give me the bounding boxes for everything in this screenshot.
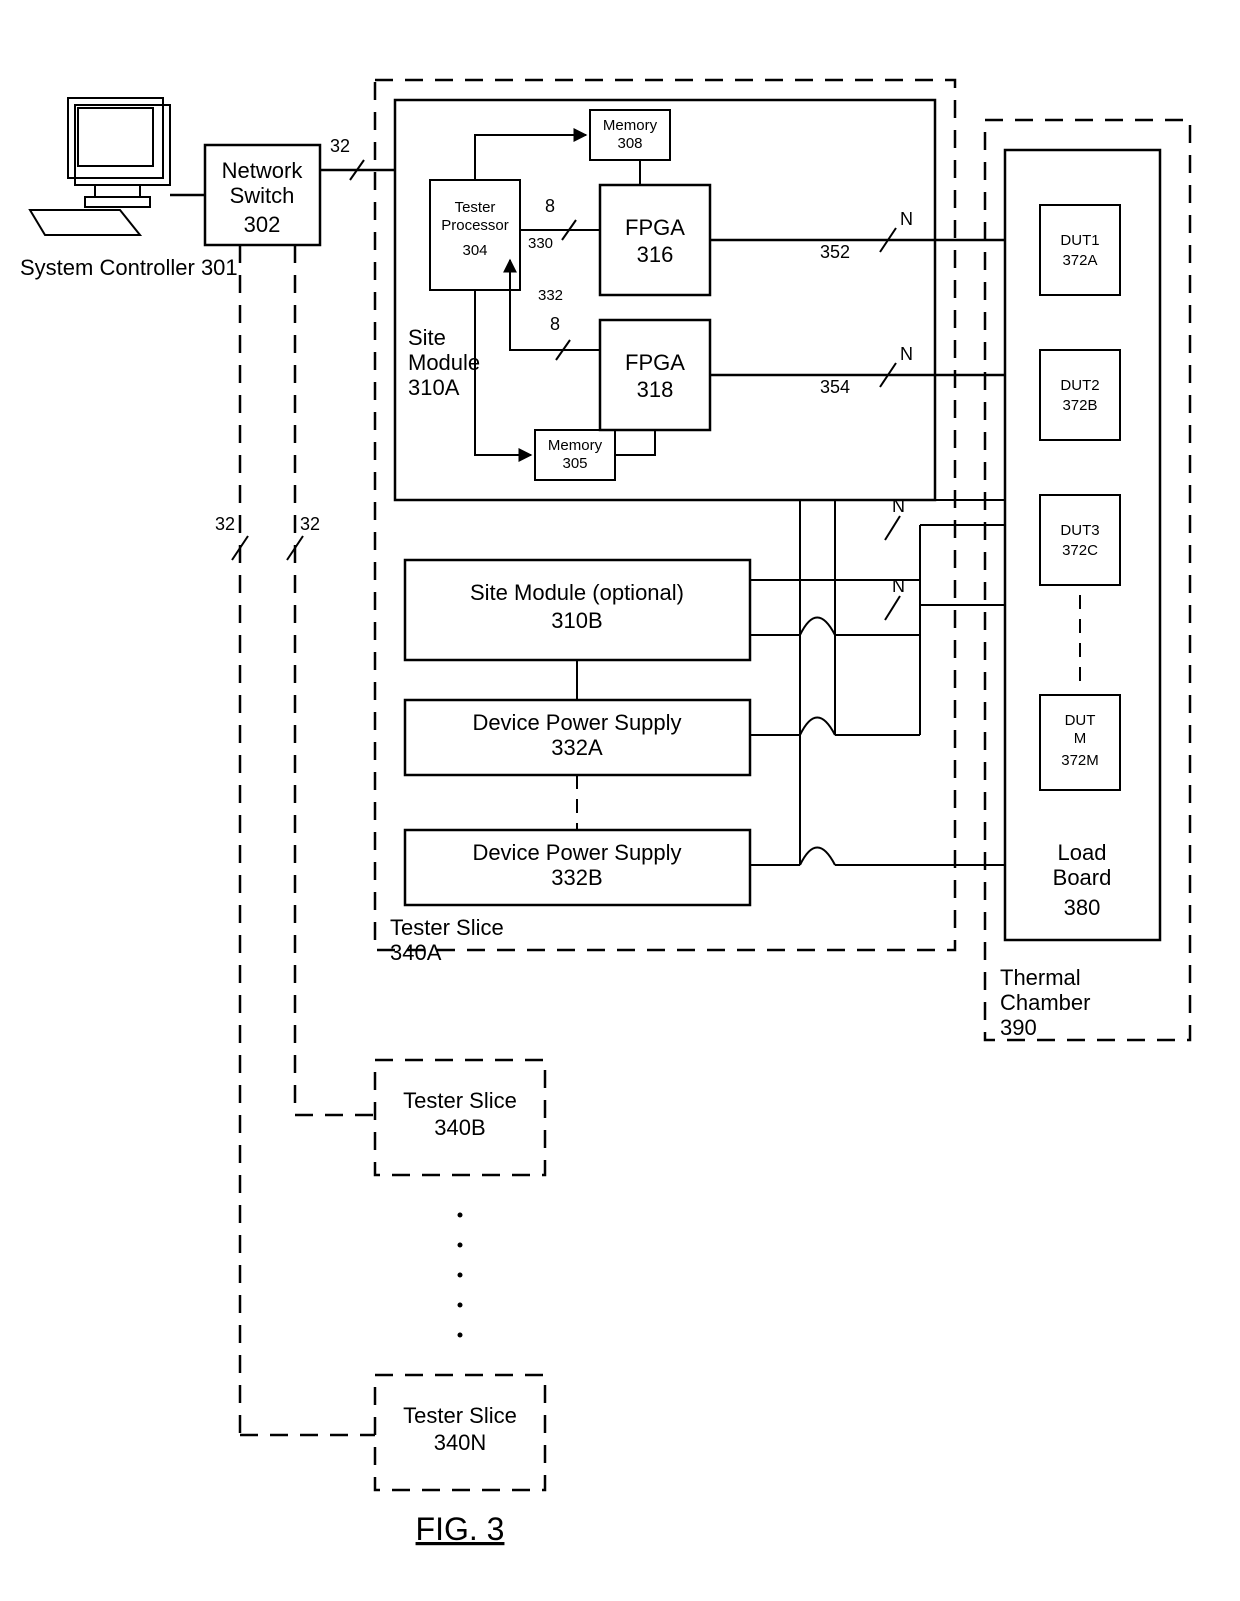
arrow-tp-to-mem305 [475, 290, 531, 455]
bus-width-32-top: 32 [330, 136, 350, 156]
svg-text:DUT: DUT [1065, 712, 1096, 729]
fpga-318 [600, 320, 710, 430]
fpga-316-ref: 316 [637, 242, 674, 267]
network-switch-line2: Switch [230, 183, 295, 208]
svg-text:372C: 372C [1062, 542, 1098, 559]
system-controller-label: System Controller 301 [20, 255, 238, 280]
tester-processor [430, 180, 520, 290]
bus-width-n1: N [900, 209, 913, 229]
site-module-a-line1: Site [408, 325, 446, 350]
fpga-316 [600, 185, 710, 295]
bus-ref-332: 332 [538, 287, 563, 304]
arrow-tp-to-mem308 [475, 135, 586, 180]
dut3: DUT3 372C [1040, 495, 1120, 585]
slice-ellipsis [458, 1213, 463, 1338]
load-board-ref: 380 [1064, 895, 1101, 920]
svg-text:DUT1: DUT1 [1060, 232, 1099, 249]
fpga-318-label: FPGA [625, 350, 685, 375]
bus-width-n2: N [900, 344, 913, 364]
load-board-line1: Load [1058, 840, 1107, 865]
dps-332a-label: Device Power Supply [472, 710, 681, 735]
tester-slice-b-ref: 340B [434, 1115, 485, 1140]
network-switch: Network Switch 302 [205, 145, 320, 245]
dut2: DUT2 372B [1040, 350, 1120, 440]
network-switch-ref: 302 [244, 212, 281, 237]
tester-processor-line2: Processor [441, 217, 509, 234]
tester-slice-n-label: Tester Slice [403, 1403, 517, 1428]
site-module-a-line2: Module [408, 350, 480, 375]
memory-305-ref: 305 [562, 455, 587, 472]
network-switch-line1: Network [222, 158, 304, 183]
bus-ref-354: 354 [820, 377, 850, 397]
tester-processor-ref: 304 [462, 242, 487, 259]
thermal-chamber-ref: 390 [1000, 1015, 1037, 1040]
tester-slice-a-ref: 340A [390, 940, 442, 965]
site-module-b-label: Site Module (optional) [470, 580, 684, 605]
svg-text:372B: 372B [1062, 397, 1097, 414]
bus-ref-330: 330 [528, 235, 553, 252]
memory-305-label: Memory [548, 437, 603, 454]
dps-332b-ref: 332B [551, 865, 602, 890]
svg-text:M: M [1074, 730, 1087, 747]
bus-ref-352: 352 [820, 242, 850, 262]
memory-308-label: Memory [603, 117, 658, 134]
bus-width-8a: 8 [545, 196, 555, 216]
dut1: DUT1 372A [1040, 205, 1120, 295]
fpga-316-label: FPGA [625, 215, 685, 240]
system-controller-icon [30, 98, 170, 235]
tester-processor-line1: Tester [455, 199, 496, 216]
svg-text:DUT3: DUT3 [1060, 522, 1099, 539]
memory-308-ref: 308 [617, 135, 642, 152]
dps-332b-label: Device Power Supply [472, 840, 681, 865]
tester-slice-b-label: Tester Slice [403, 1088, 517, 1113]
thermal-chamber-line1: Thermal [1000, 965, 1081, 990]
thermal-chamber-line2: Chamber [1000, 990, 1090, 1015]
tester-slice-n-ref: 340N [434, 1430, 487, 1455]
tester-slice-a-label: Tester Slice [390, 915, 504, 940]
svg-text:372M: 372M [1061, 752, 1099, 769]
dps-332a-ref: 332A [551, 735, 603, 760]
site-module-a-ref: 310A [408, 375, 460, 400]
bus-width-32-left: 32 [215, 514, 235, 534]
fpga-318-ref: 318 [637, 377, 674, 402]
svg-text:DUT2: DUT2 [1060, 377, 1099, 394]
bus-width-32-right: 32 [300, 514, 320, 534]
figure-label: FIG. 3 [416, 1511, 505, 1547]
bus-width-n4: N [892, 576, 905, 596]
site-module-b-ref: 310B [551, 608, 602, 633]
block-diagram: System Controller 301 Network Switch 302… [0, 0, 1240, 1601]
load-board-line2: Board [1053, 865, 1112, 890]
dut-m: DUT M 372M [1040, 695, 1120, 790]
bus-width-8b: 8 [550, 314, 560, 334]
svg-text:372A: 372A [1062, 252, 1097, 269]
